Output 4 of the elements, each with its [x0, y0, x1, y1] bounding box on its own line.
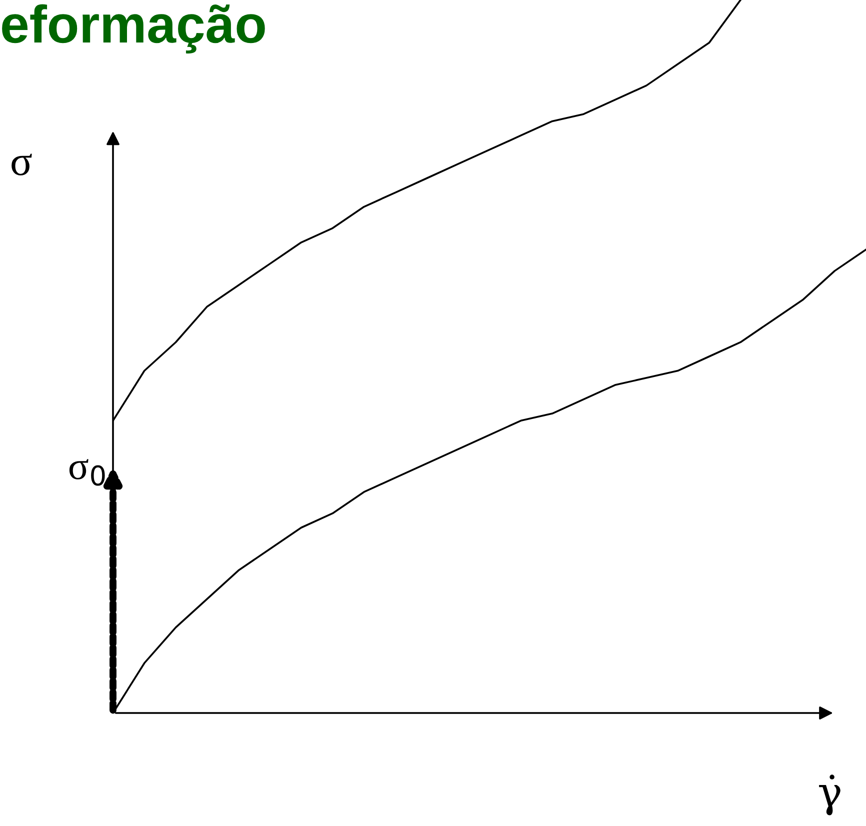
chart-title: eformação: [2, 4, 265, 54]
x-axis-title: γ̇: [819, 774, 840, 816]
y-axis-title: σ: [12, 154, 32, 176]
annotation: σ$_{0}$: [69, 459, 105, 486]
